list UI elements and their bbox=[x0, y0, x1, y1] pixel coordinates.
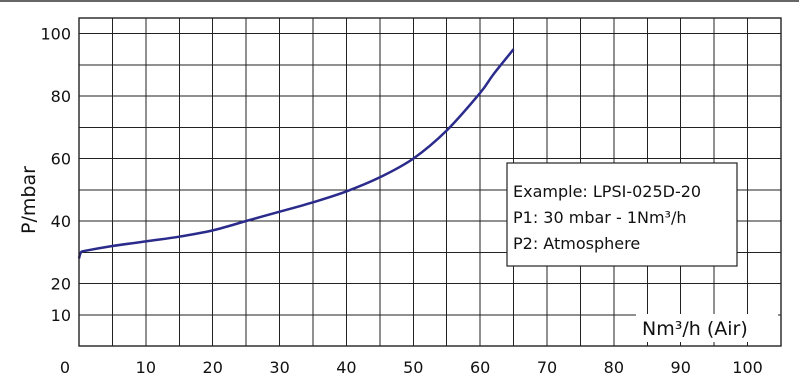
x-tick-labels: 0 10 20 30 40 50 60 70 80 90 100 bbox=[60, 358, 763, 377]
x-tick-label: 90 bbox=[671, 358, 691, 377]
y-tick-label: 40 bbox=[51, 212, 71, 231]
series-line bbox=[77, 48, 515, 259]
annotation-frame bbox=[506, 162, 738, 267]
y-tick-label: 60 bbox=[51, 150, 71, 169]
xlabel-bg bbox=[636, 314, 778, 342]
x-axis-label: Nm³/h (Air) bbox=[642, 318, 748, 340]
y-axis-label: P/mbar bbox=[18, 166, 40, 234]
annotation-line-2: P1: 30 mbar - 1Nm³/h bbox=[513, 208, 687, 227]
y-tick-label: 80 bbox=[51, 87, 71, 106]
x-tick-label: 70 bbox=[537, 358, 557, 377]
x-tick-label: 10 bbox=[136, 358, 156, 377]
y-tick-labels: 10 20 40 60 80 100 bbox=[40, 25, 71, 325]
annotation-line-3: P2: Atmosphere bbox=[513, 234, 640, 253]
y-tick-label: 10 bbox=[51, 306, 71, 325]
x-tick-label: 30 bbox=[269, 358, 289, 377]
x-tick-label: 50 bbox=[403, 358, 423, 377]
annotation-line-1: Example: LPSI-025D-20 bbox=[513, 182, 701, 201]
x-tick-label: 60 bbox=[470, 358, 490, 377]
y-tick-label: 20 bbox=[51, 275, 71, 294]
y-tick-label: 100 bbox=[40, 25, 71, 44]
x-tick-label: 40 bbox=[336, 358, 356, 377]
x-tick-label: 0 bbox=[60, 358, 70, 377]
x-tick-label: 80 bbox=[604, 358, 624, 377]
x-tick-label: 100 bbox=[732, 358, 763, 377]
annotation-box: Example: LPSI-025D-20 P1: 30 mbar - 1Nm³… bbox=[506, 162, 738, 267]
plot-border bbox=[78, 17, 782, 347]
x-tick-label: 20 bbox=[203, 358, 223, 377]
